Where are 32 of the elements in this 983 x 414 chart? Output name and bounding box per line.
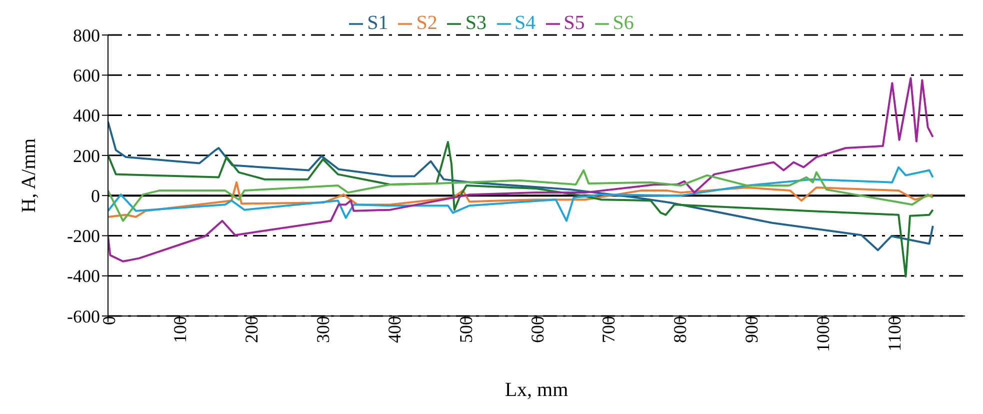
y-axis-title: H, A/mm	[18, 138, 40, 213]
line-series	[108, 77, 934, 262]
line-series	[108, 140, 934, 278]
x-tick-label: 800	[670, 316, 690, 343]
x-tick-label: 200	[242, 316, 262, 343]
x-tick-label: 500	[456, 316, 476, 343]
y-tick-label: -200	[67, 226, 100, 246]
legend-label: S6	[612, 12, 634, 34]
x-tick-label: 1000	[812, 316, 833, 352]
line-series	[108, 181, 934, 218]
y-tick-label: 200	[73, 146, 100, 166]
x-tick-label: 700	[598, 316, 619, 343]
x-tick-label: 100	[170, 316, 190, 343]
y-tick-label: 800	[73, 25, 100, 46]
x-tick-label: 400	[384, 316, 404, 343]
y-tick-label: 600	[73, 66, 100, 86]
legend-label: S1	[367, 12, 388, 34]
legend-label: S5	[564, 12, 585, 34]
legend-label: S2	[416, 12, 438, 34]
y-tick-label: 0	[91, 186, 100, 206]
line-series	[108, 120, 934, 252]
y-tick-label: -400	[67, 266, 100, 286]
legend-label: S3	[465, 12, 486, 34]
x-tick-label: 1100	[884, 316, 904, 352]
x-tick-label: 600	[527, 316, 548, 343]
y-tick-label: -600	[67, 306, 100, 326]
x-tick-label: 900	[742, 316, 762, 343]
x-tick-label: 0	[98, 316, 119, 325]
y-tick-label: 400	[73, 106, 100, 126]
x-axis-title: Lx, mm	[504, 379, 569, 401]
x-tick-label: 300	[313, 316, 334, 343]
legend-label: S4	[514, 12, 536, 34]
